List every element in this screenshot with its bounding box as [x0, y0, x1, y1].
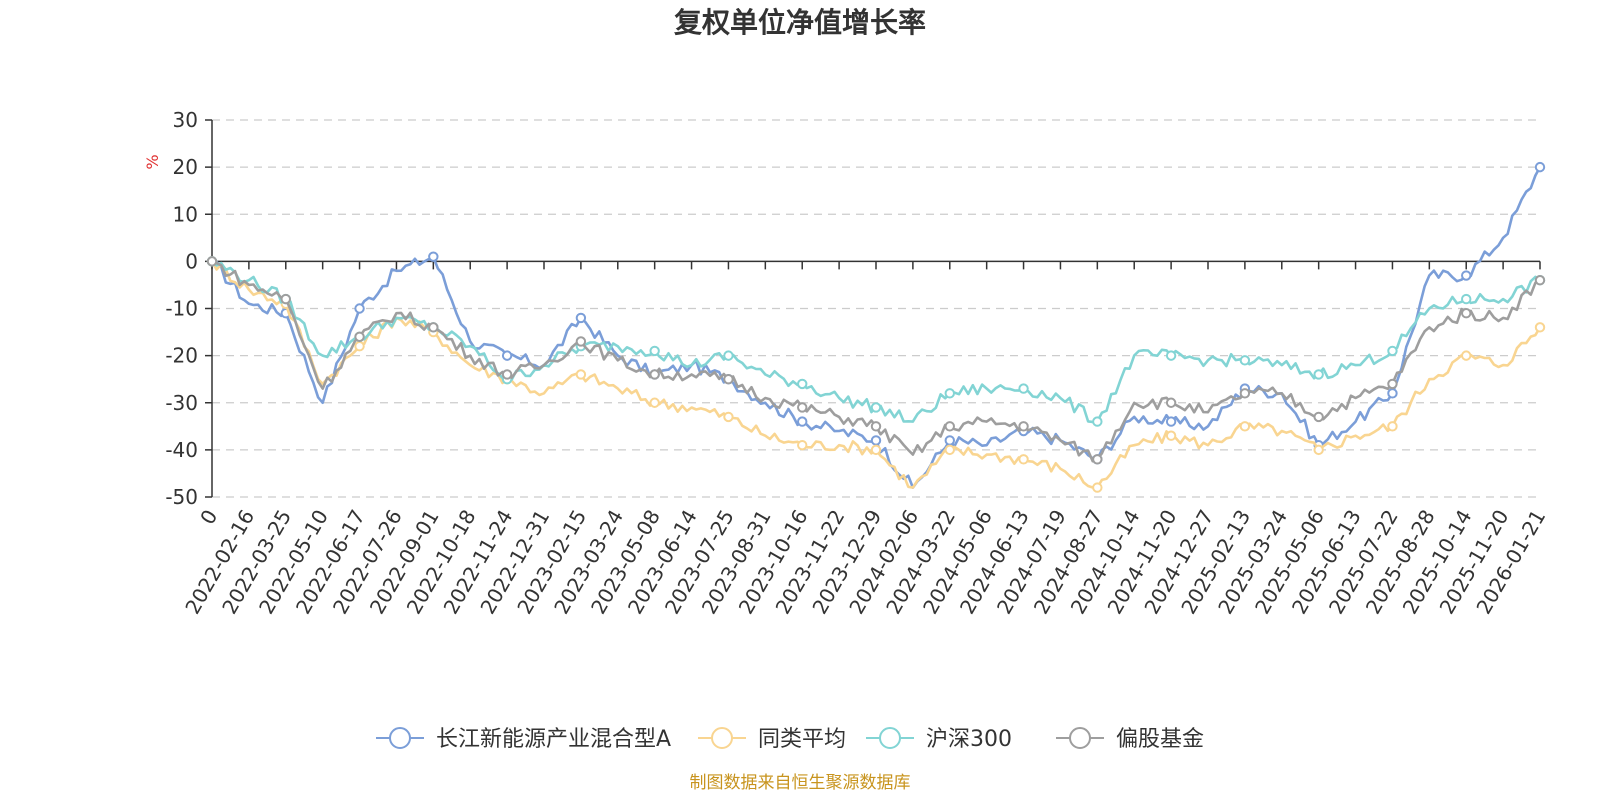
series-point	[1092, 454, 1103, 465]
series-point	[1165, 430, 1177, 441]
legend-marker-icon	[389, 727, 411, 749]
series-point	[1165, 416, 1177, 427]
series-point	[1018, 421, 1029, 432]
series-point	[1313, 369, 1324, 380]
series-point	[1461, 293, 1472, 305]
series-point	[1239, 355, 1251, 366]
series-point	[1239, 388, 1251, 399]
series-point	[1534, 161, 1546, 173]
series-line-2	[211, 260, 1541, 424]
series-point	[797, 416, 808, 427]
series-point	[1461, 350, 1472, 361]
y-tick-label: -30	[165, 391, 198, 415]
series-point	[944, 435, 955, 446]
legend-marker-icon	[879, 727, 901, 749]
series-point	[428, 322, 439, 333]
series-point	[428, 251, 439, 262]
y-tick-label: -50	[165, 485, 198, 509]
series-point	[1165, 397, 1177, 408]
series-point	[723, 411, 734, 423]
legend-marker-icon	[711, 727, 733, 749]
series-point	[1018, 454, 1029, 465]
series-point	[575, 369, 587, 380]
source-note: 制图数据来自恒生聚源数据库	[690, 773, 911, 793]
series-point	[1092, 416, 1103, 427]
series-layer	[206, 161, 1546, 493]
x-tick-label: 0	[195, 506, 222, 529]
series-point	[1313, 444, 1324, 456]
series-point	[501, 350, 513, 361]
axis-layer: 3020100-10-20-30-40-5002022-02-162022-03…	[165, 108, 1550, 618]
legend-item-1[interactable]: 同类平均	[698, 727, 846, 752]
series-point	[649, 369, 660, 380]
series-point	[1387, 421, 1398, 432]
series-point	[1387, 388, 1398, 399]
y-tick-label: -20	[165, 344, 198, 368]
y-axis-unit-label: %	[143, 154, 162, 169]
legend-item-3[interactable]: 偏股基金	[1056, 727, 1204, 752]
y-tick-label: 10	[173, 202, 198, 226]
series-point	[1534, 275, 1546, 286]
y-tick-label: 0	[185, 249, 198, 273]
chart-title: 复权单位净值增长率	[674, 6, 926, 39]
legend-label: 长江新能源产业混合型A	[436, 727, 671, 752]
series-point	[870, 444, 882, 456]
series-point	[870, 402, 882, 413]
series-point	[575, 312, 587, 324]
legend-label: 沪深300	[926, 727, 1012, 752]
legend-label: 同类平均	[758, 727, 846, 752]
series-point	[501, 369, 513, 380]
series-point	[1387, 378, 1398, 390]
legend-label: 偏股基金	[1116, 727, 1204, 752]
series-point	[1092, 482, 1103, 493]
series-point	[206, 256, 218, 267]
series-point	[1387, 345, 1398, 357]
series-point	[649, 397, 660, 408]
series-point	[1165, 350, 1177, 361]
legend-marker-icon	[1069, 727, 1091, 749]
series-point	[1461, 308, 1472, 319]
y-tick-label: 20	[173, 155, 198, 179]
series-point	[354, 303, 365, 314]
series-point	[797, 378, 808, 390]
series-point	[354, 331, 365, 342]
series-point	[723, 350, 734, 361]
legend[interactable]: 长江新能源产业混合型A 同类平均 沪深300 偏股基金	[376, 727, 1204, 752]
series-point	[723, 373, 734, 385]
legend-item-0[interactable]: 长江新能源产业混合型A	[376, 727, 671, 752]
series-point	[1018, 383, 1029, 394]
series-point	[1461, 270, 1472, 281]
series-point	[1239, 421, 1251, 432]
y-tick-label: -40	[165, 438, 198, 462]
series-point	[944, 421, 955, 432]
series-point	[649, 345, 660, 357]
series-point	[575, 336, 587, 347]
y-tick-label: 30	[173, 108, 198, 132]
series-point	[944, 388, 955, 399]
legend-item-2[interactable]: 沪深300	[866, 727, 1012, 752]
series-point	[870, 435, 882, 446]
series-point	[1313, 411, 1324, 423]
series-point	[944, 444, 955, 456]
series-point	[280, 293, 291, 305]
y-tick-label: -10	[165, 297, 198, 321]
series-point	[797, 402, 808, 413]
series-point	[870, 421, 882, 432]
series-point	[797, 439, 808, 451]
series-point	[1534, 322, 1546, 333]
series-point	[354, 341, 365, 352]
